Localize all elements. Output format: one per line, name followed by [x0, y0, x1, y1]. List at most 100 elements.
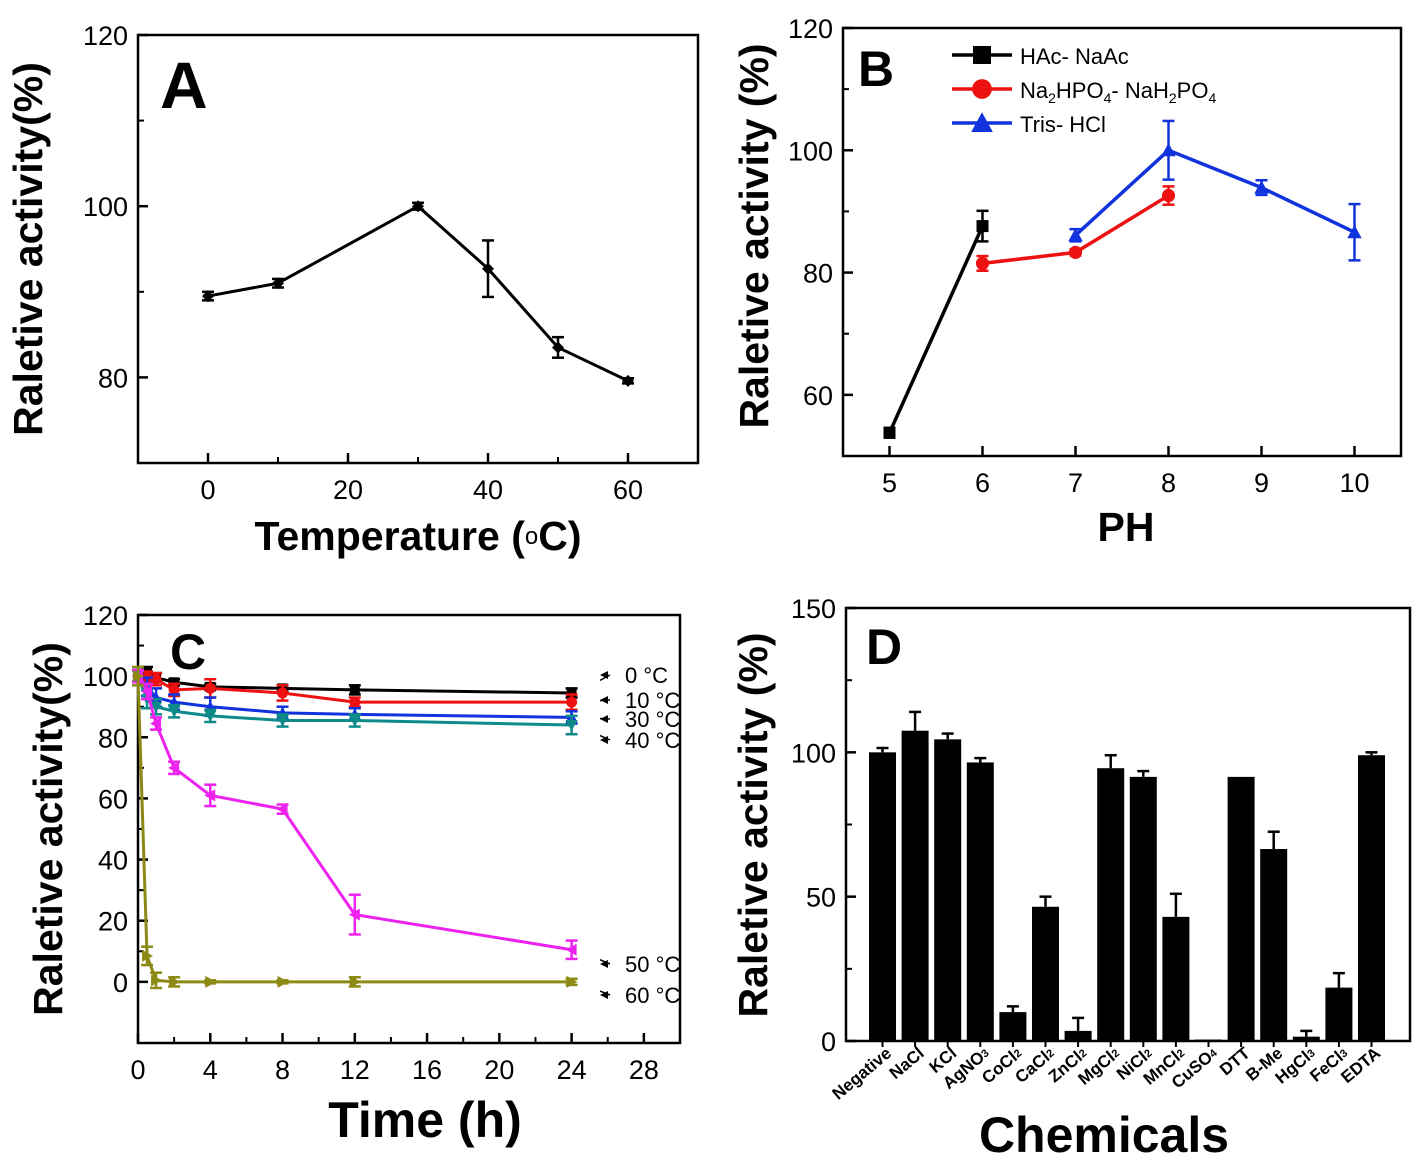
series-50-c [132, 668, 578, 961]
legend-item: Tris- HCl [952, 112, 1106, 137]
panel-a-frame [136, 33, 700, 465]
bar [1162, 916, 1190, 1041]
marker-triangle-left [204, 789, 216, 802]
y-tick-label: 60 [803, 381, 833, 411]
legend-text: Na [1020, 78, 1049, 103]
x-tick-label: 16 [412, 1055, 442, 1085]
marker-triangle-left [276, 803, 288, 816]
panel-c-plot [132, 665, 578, 990]
marker-triangle-left [168, 761, 180, 774]
panel-a-xlabel-text: Temperature ( [255, 513, 526, 559]
x-tick-label: 60 [613, 475, 643, 505]
y-tick-label: 80 [98, 723, 128, 753]
marker-triangle-down [150, 701, 163, 713]
marker-triangle-right [169, 975, 181, 988]
panel-a: A Temperature (oC) Raletive activity(%) … [5, 21, 700, 559]
y-tick-label: 100 [83, 192, 128, 222]
series-60-c [132, 665, 578, 990]
annotation-arrow [600, 960, 608, 968]
panel-b-frame [841, 26, 1403, 458]
x-tick-label: 9 [1254, 468, 1269, 498]
series-activity [202, 200, 634, 387]
marker-diamond [482, 262, 494, 275]
series-label: 60 °C [625, 983, 680, 1008]
marker-circle [975, 256, 990, 270]
legend-text: PO [1177, 78, 1209, 103]
marker-triangle-down [348, 715, 361, 727]
marker-triangle-right [277, 975, 289, 988]
y-tick-label: 120 [83, 601, 128, 631]
marker-triangle-down [168, 706, 181, 718]
annotation-arrow [600, 736, 608, 744]
marker-triangle-right [133, 670, 144, 683]
marker-triangle-right [349, 975, 361, 988]
marker-triangle [1068, 228, 1083, 242]
series-label: 40 °C [625, 728, 680, 753]
series-label: 50 °C [625, 952, 680, 977]
marker-triangle-down [204, 710, 217, 722]
marker-triangle [1347, 225, 1362, 239]
marker-square [976, 220, 989, 233]
marker-circle [168, 684, 180, 696]
category-text: Negative [829, 1044, 896, 1104]
legend-subscript: 4 [1104, 90, 1112, 106]
panel-b-plot [883, 119, 1362, 439]
annotation-arrow [600, 991, 608, 999]
bar [1227, 776, 1255, 1041]
x-tick-label: 6 [975, 468, 990, 498]
series-label: 30 °C [625, 707, 680, 732]
panel-b-xlabel: PH [1098, 504, 1155, 550]
marker-triangle-down [565, 720, 578, 732]
x-tick-label: 40 [473, 475, 503, 505]
y-tick-label: 100 [83, 662, 128, 692]
x-tick-label: 7 [1068, 468, 1083, 498]
bar [1260, 849, 1288, 1041]
legend-label: HAc- NaAc [1020, 44, 1129, 69]
x-tick-label: 8 [275, 1055, 290, 1085]
panel-c-ylabel: Raletive activity(%) [25, 642, 71, 1016]
marker-diamond [412, 200, 424, 213]
series-line [887, 225, 985, 434]
marker-triangle-left [565, 943, 577, 956]
x-tick-label: 12 [340, 1055, 370, 1085]
bar [1097, 768, 1125, 1041]
marker-square [566, 687, 577, 698]
marker-circle [150, 673, 162, 685]
series-line [1074, 148, 1356, 237]
legend-text: Tris- HCl [1020, 112, 1106, 137]
y-tick-label: 40 [98, 846, 128, 876]
x-tick-label: 8 [1161, 468, 1176, 498]
panel-b-ylabel: Raletive activity (%) [731, 43, 777, 428]
bar [1064, 1030, 1092, 1041]
marker-circle [566, 696, 578, 708]
marker-circle [1161, 188, 1176, 203]
series-na2hpo4-nah2po4 [975, 185, 1176, 272]
panel-a-ticks: 0 20 40 60 80 100 120 [83, 21, 643, 505]
marker-triangle-left [348, 908, 360, 921]
x-tick-label: 20 [333, 475, 363, 505]
marker-square [973, 46, 991, 64]
y-tick-label: 100 [791, 738, 836, 768]
panel-d-letter: D [866, 619, 902, 675]
x-tick-label: 24 [557, 1055, 587, 1085]
marker-diamond [272, 277, 284, 290]
y-tick-label: 60 [98, 784, 128, 814]
series-line [136, 675, 572, 952]
panel-c: C Time (h) Raletive activity(%) 0 4 8 12 16 2… [25, 601, 682, 1148]
bar [901, 730, 929, 1041]
marker-triangle-right [151, 974, 163, 987]
series-line [207, 204, 629, 383]
x-tick-label: 5 [882, 468, 897, 498]
annotation-arrow [600, 696, 608, 704]
category-text: NaCl [886, 1044, 928, 1083]
bar [1292, 1036, 1320, 1041]
panel-c-series-labels: 0 °C10 °C30 °C40 °C 50 °C 60 °C [599, 663, 680, 1008]
legend-subscript: 4 [1208, 90, 1216, 106]
panel-a-xlabel-unit: C) [538, 513, 581, 559]
marker-triangle [1254, 180, 1269, 194]
legend-text: HAc- NaAc [1020, 44, 1129, 69]
marker-triangle-right [566, 975, 578, 988]
panel-b-letter: B [858, 41, 894, 97]
y-tick-label: 150 [791, 594, 836, 624]
